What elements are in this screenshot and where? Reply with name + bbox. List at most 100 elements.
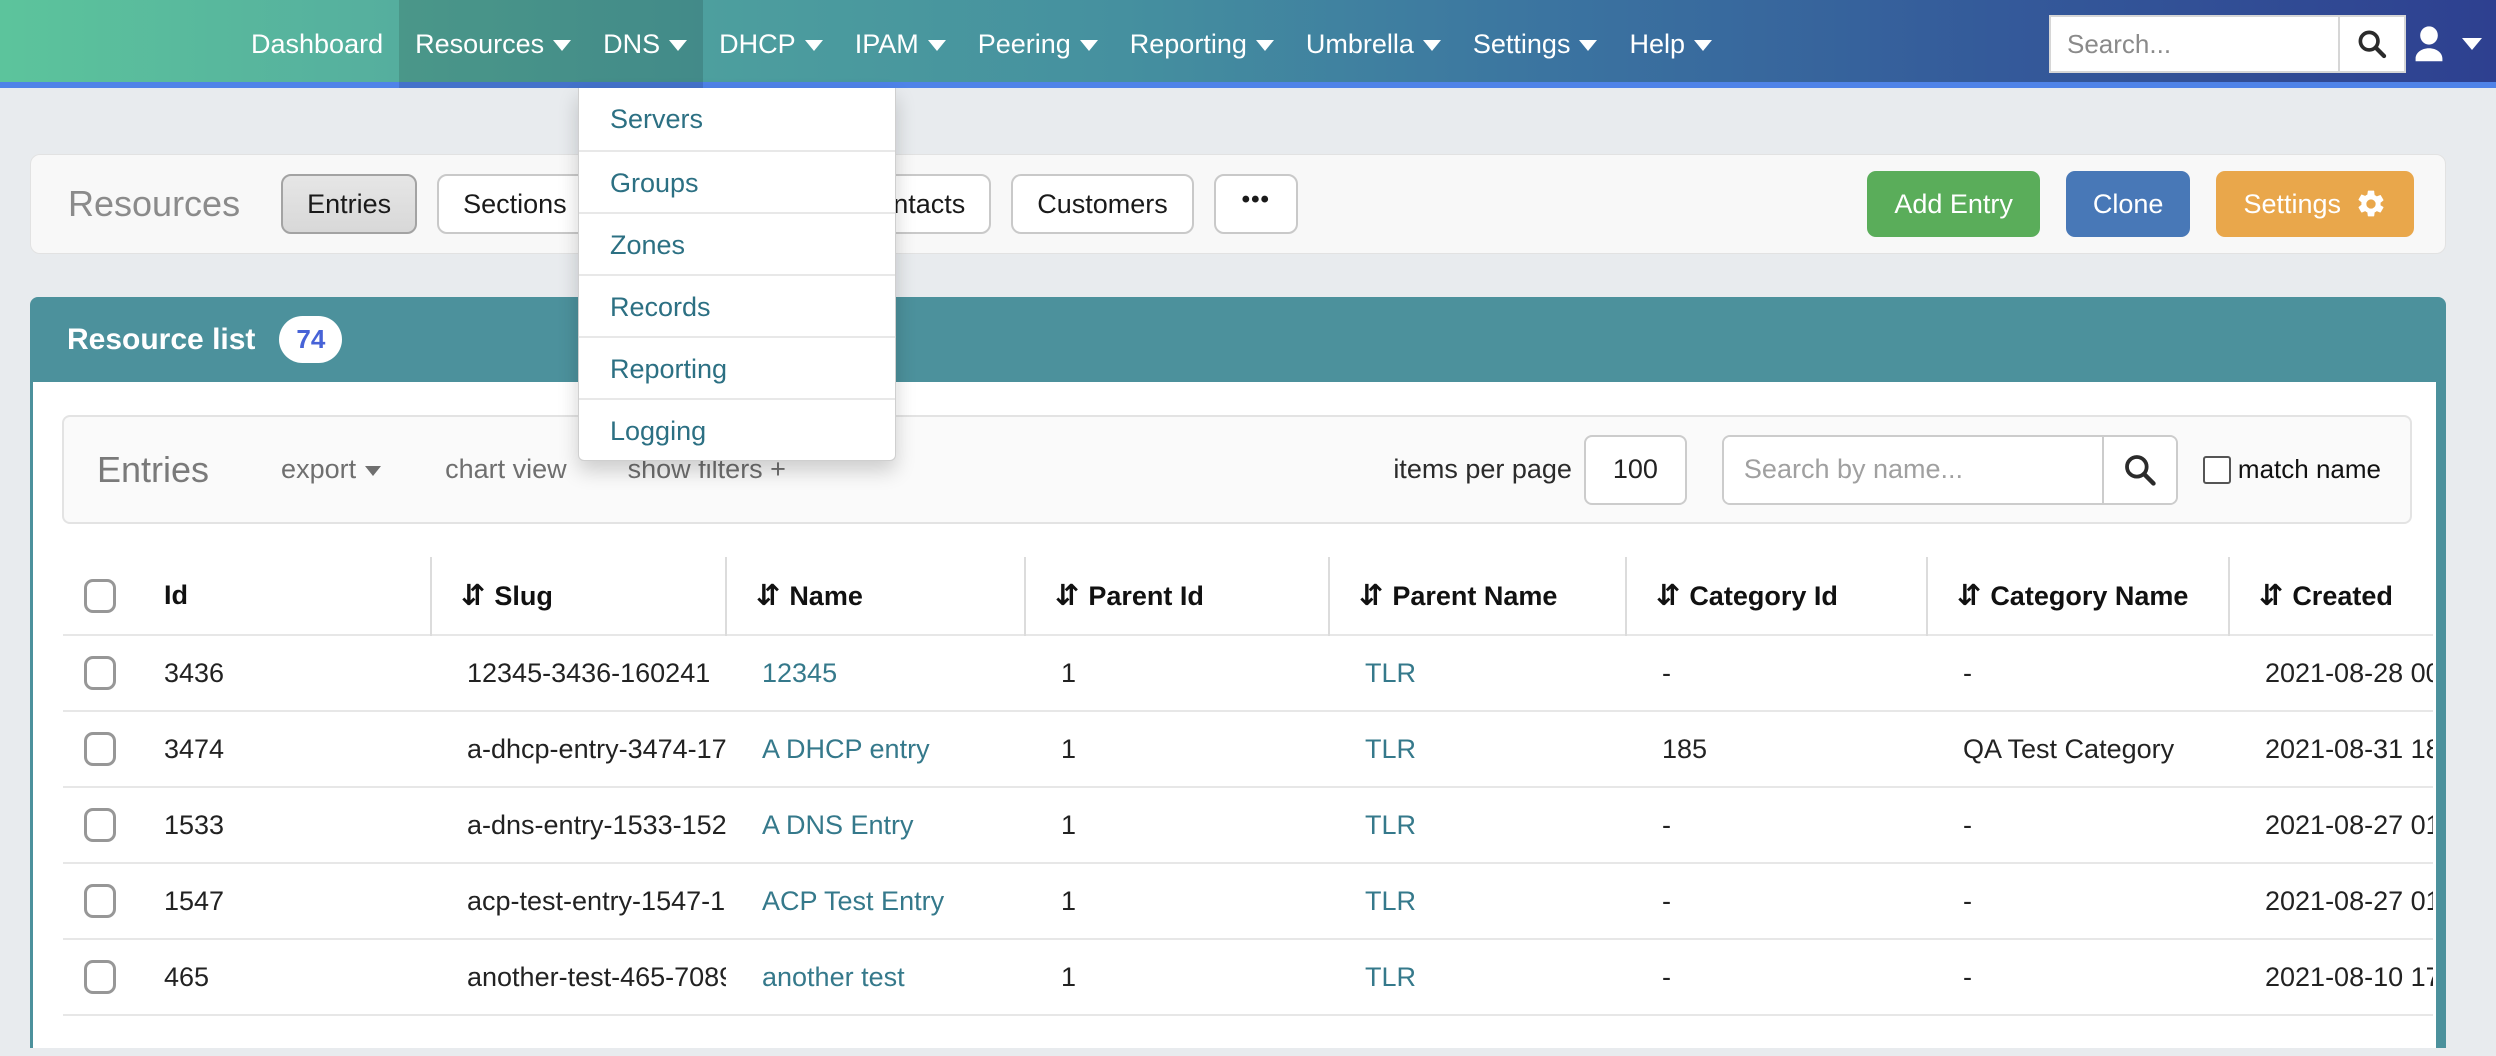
settings-button[interactable]: Settings: [2216, 171, 2414, 237]
column-header-parent-id[interactable]: ⇵ Parent Id: [1025, 557, 1329, 635]
entry-name-link[interactable]: ACP Test Entry: [762, 886, 944, 916]
cell-parent-id: 1: [1025, 939, 1329, 1015]
parent-name-link[interactable]: TLR: [1365, 658, 1416, 688]
table-row: 1533 a-dns-entry-1533-152... A DNS Entry…: [63, 787, 2433, 863]
column-header-parent-name[interactable]: ⇵Parent Name: [1329, 557, 1626, 635]
chevron-down-icon: [365, 466, 381, 476]
cell-id: 3474: [132, 711, 431, 787]
match-name-checkbox[interactable]: [2203, 456, 2231, 484]
more-tabs-button[interactable]: •••: [1214, 174, 1298, 234]
sort-icon: ⇵: [1656, 580, 1680, 612]
nav-item-ipam[interactable]: IPAM: [839, 0, 962, 88]
cell-category-id: -: [1626, 635, 1927, 711]
cell-created: 2021-08-10 17: [2229, 939, 2433, 1015]
add-entry-button[interactable]: Add Entry: [1867, 171, 2040, 237]
menu-item-servers[interactable]: Servers: [579, 88, 895, 150]
chevron-down-icon: [1423, 40, 1441, 51]
sort-icon: ⇵: [1957, 580, 1981, 612]
cell-category-name: QA Test Category: [1927, 711, 2229, 787]
column-header-slug[interactable]: ⇵Slug: [431, 557, 726, 635]
clone-button[interactable]: Clone: [2066, 171, 2191, 237]
entry-name-link[interactable]: A DNS Entry: [762, 810, 914, 840]
column-header-name[interactable]: ⇵Name: [726, 557, 1025, 635]
user-menu[interactable]: [2406, 0, 2482, 88]
cell-id: 3436: [132, 635, 431, 711]
column-label: Parent Id: [1088, 581, 1204, 611]
parent-name-link[interactable]: TLR: [1365, 886, 1416, 916]
row-checkbox[interactable]: [84, 656, 116, 690]
menu-item-records[interactable]: Records: [579, 274, 895, 336]
column-header-category-id[interactable]: ⇵Category Id: [1626, 557, 1927, 635]
entry-name-link[interactable]: A DHCP entry: [762, 734, 930, 764]
table-row: 3474 a-dhcp-entry-3474-17... A DHCP entr…: [63, 711, 2433, 787]
row-checkbox[interactable]: [84, 884, 116, 918]
nav-item-umbrella[interactable]: Umbrella: [1290, 0, 1457, 88]
entry-name-link[interactable]: 12345: [762, 658, 837, 688]
sort-icon: ⇵: [2259, 580, 2283, 612]
nav-item-dns[interactable]: DNS: [587, 0, 703, 88]
items-per-page-label: items per page: [1393, 454, 1572, 485]
chevron-down-icon: [669, 40, 687, 51]
nav-label: Help: [1629, 29, 1685, 59]
column-header-created[interactable]: ⇵Created: [2229, 557, 2433, 635]
nav-item-settings[interactable]: Settings: [1457, 0, 1614, 88]
nav-item-reporting[interactable]: Reporting: [1114, 0, 1290, 88]
cell-slug: a-dhcp-entry-3474-17...: [431, 711, 726, 787]
tab-sections[interactable]: Sections: [437, 174, 593, 234]
menu-item-groups[interactable]: Groups: [579, 150, 895, 212]
nav-item-dhcp[interactable]: DHCP: [703, 0, 839, 88]
button-label: Clone: [2093, 171, 2164, 237]
menu-item-logging[interactable]: Logging: [579, 398, 895, 460]
export-dropdown[interactable]: export: [281, 454, 381, 485]
nav-item-dashboard[interactable]: Dashboard: [235, 0, 399, 88]
global-search-button[interactable]: [2338, 17, 2404, 71]
global-search-input[interactable]: [2051, 17, 2338, 71]
chart-view-link[interactable]: chart view: [445, 454, 567, 485]
cell-category-id: -: [1626, 939, 1927, 1015]
entry-name-link[interactable]: another test: [762, 962, 905, 992]
cell-parent-id: 1: [1025, 787, 1329, 863]
table-search-button[interactable]: [2102, 437, 2176, 503]
chevron-down-icon: [553, 40, 571, 51]
tab-entries[interactable]: Entries: [281, 174, 417, 234]
entries-heading: Entries: [97, 449, 209, 491]
nav-item-resources[interactable]: Resources: [399, 0, 587, 88]
parent-name-link[interactable]: TLR: [1365, 962, 1416, 992]
select-all-checkbox[interactable]: [84, 579, 116, 613]
chevron-down-icon: [805, 40, 823, 51]
column-label: Id: [164, 580, 188, 610]
tab-customers[interactable]: Customers: [1011, 174, 1194, 234]
cell-parent-id: 1: [1025, 635, 1329, 711]
parent-name-link[interactable]: TLR: [1365, 810, 1416, 840]
toolbar-right: items per page match name: [1393, 435, 2381, 505]
global-search: [2049, 15, 2406, 73]
row-checkbox[interactable]: [84, 732, 116, 766]
nav-label: Settings: [1473, 29, 1571, 59]
cell-parent-id: 1: [1025, 863, 1329, 939]
table-search-input[interactable]: [1724, 437, 2102, 503]
cell-created: 2021-08-31 18: [2229, 711, 2433, 787]
cell-id: 1547: [132, 863, 431, 939]
resource-list-panel: Entries export chart view show filters +…: [30, 382, 2446, 1048]
user-icon: [2406, 21, 2452, 67]
column-header-category-name[interactable]: ⇵Category Name: [1927, 557, 2229, 635]
row-checkbox[interactable]: [84, 960, 116, 994]
column-header-id: Id: [132, 557, 431, 635]
cell-id: 465: [132, 939, 431, 1015]
chevron-down-icon: [1579, 40, 1597, 51]
row-checkbox[interactable]: [84, 808, 116, 842]
sort-icon: ⇵: [1055, 580, 1079, 612]
nav-item-help[interactable]: Help: [1613, 0, 1728, 88]
export-label: export: [281, 454, 356, 484]
cell-created: 2021-08-27 01: [2229, 787, 2433, 863]
nav-item-peering[interactable]: Peering: [962, 0, 1114, 88]
menu-item-zones[interactable]: Zones: [579, 212, 895, 274]
parent-name-link[interactable]: TLR: [1365, 734, 1416, 764]
nav-label: Reporting: [1130, 29, 1247, 59]
cell-category-name: -: [1927, 787, 2229, 863]
menu-item-reporting[interactable]: Reporting: [579, 336, 895, 398]
resource-table: Id ⇵Slug ⇵Name ⇵ Parent Id ⇵Parent Name ⇵…: [63, 557, 2433, 1016]
gear-icon: [2355, 188, 2387, 220]
table-row: 1547 acp-test-entry-1547-1... ACP Test E…: [63, 863, 2433, 939]
items-per-page-input[interactable]: [1584, 435, 1687, 505]
